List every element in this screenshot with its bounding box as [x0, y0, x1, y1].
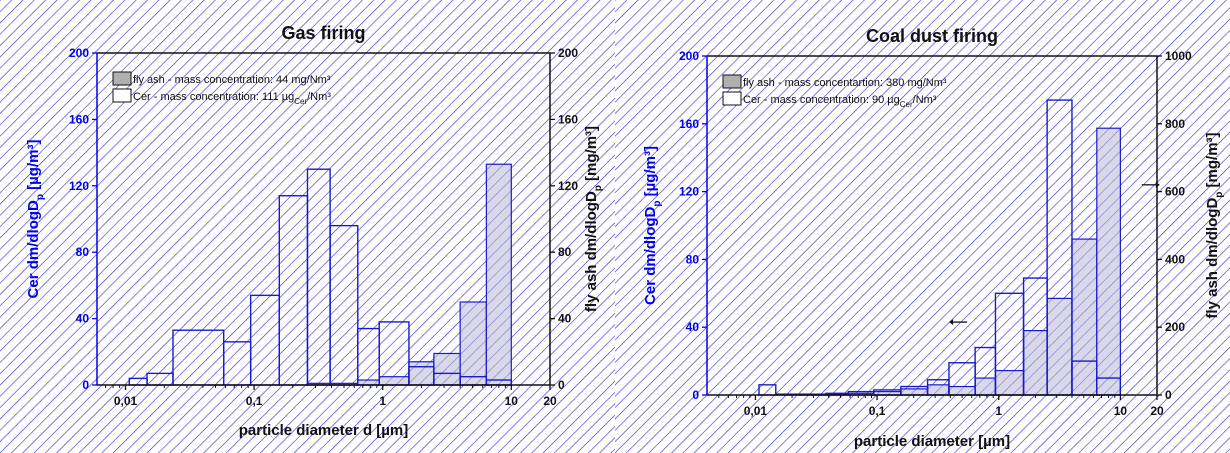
flyash-bar-4	[900, 388, 929, 396]
x-tick-label-1: 0,1	[246, 394, 263, 408]
flyash-bar-10	[1046, 297, 1073, 396]
left-tick-label-4: 160	[679, 117, 699, 131]
x-tick-label-2: 1	[379, 394, 386, 408]
x-tick-label-4: 20	[1150, 404, 1164, 418]
coal-dust-firing-panel: 0 40 80 120 160 200 0 200 400 600 800 1000 0,01 0,1 1 1…	[615, 0, 1230, 453]
legend-swatch-cer	[722, 91, 742, 106]
left-tick-label-2: 80	[686, 252, 700, 266]
left-tick-label-4: 160	[69, 112, 89, 126]
left-tick-label-2: 80	[76, 245, 90, 259]
flyash-bar-7	[485, 163, 512, 386]
flyash-bar-11	[1071, 238, 1098, 396]
hatch-background	[615, 0, 1230, 453]
x-tick-label-4: 20	[543, 394, 557, 408]
flyash-bar-5	[433, 352, 461, 386]
left-tick-label-1: 40	[76, 312, 90, 326]
right-tick-label-0: 0	[1165, 388, 1172, 402]
left-tick-label-0: 0	[82, 378, 89, 392]
right-tick-label-3: 120	[558, 179, 578, 193]
left-tick-label-5: 200	[679, 49, 699, 63]
x-tick-label-3: 10	[1114, 404, 1128, 418]
left-y-axis-label: Cer dm/dlogDp [µg/m³]	[642, 146, 663, 305]
right-tick-label-1: 40	[558, 312, 572, 326]
left-tick-label-1: 40	[686, 320, 700, 334]
x-tick-label-1: 0,1	[869, 404, 886, 418]
right-tick-label-2: 80	[558, 245, 572, 259]
flyash-bar-6	[948, 385, 976, 396]
right-tick-label-5: 200	[558, 46, 578, 60]
flyash-bar-3	[378, 376, 410, 386]
x-tick-label-0: 0,01	[744, 404, 768, 418]
chart-title: Gas firing	[281, 23, 365, 43]
legend-label-1: Cer - mass concentration: 90 µgCer/Nm³	[743, 94, 937, 109]
right-tick-label-2: 400	[1165, 252, 1185, 266]
flyash-bar-12	[1096, 127, 1121, 396]
legend-swatch-cer	[112, 88, 132, 103]
left-tick-label-5: 200	[69, 46, 89, 60]
flyash-bar-6	[459, 301, 487, 386]
legend-swatch-flyash	[112, 71, 132, 86]
x-tick-label-3: 10	[505, 394, 519, 408]
chart-title: Coal dust firing	[866, 26, 998, 46]
legend-swatch-flyash	[722, 74, 742, 89]
x-tick-label-2: 1	[995, 404, 1002, 418]
x-axis-label: particle diameter [µm]	[854, 433, 1010, 450]
left-tick-label-0: 0	[692, 388, 699, 402]
gas-firing-panel: 0 40 80 120 160 200 0 40 80 120 160 200 0,01 0,1 1 10 20…	[0, 0, 615, 453]
flyash-bar-9	[1022, 329, 1048, 396]
x-tick-label-0: 0,01	[114, 394, 138, 408]
right-tick-label-4: 160	[558, 112, 578, 126]
x-axis-label: particle diameter d [µm]	[239, 422, 409, 439]
legend-label-1: Cer - mass concentration: 111 µgCer/Nm³	[133, 91, 331, 106]
coal-dust-firing-chart: 0 40 80 120 160 200 0 200 400 600 800 1000 0,01 0,1 1 1…	[615, 0, 1230, 453]
flyash-bar-4	[408, 361, 435, 386]
flyash-bar-7	[974, 377, 997, 396]
left-y-axis-label: Cer dm/dlogDp [µg/m³]	[25, 140, 46, 299]
left-tick-label-3: 120	[679, 185, 699, 199]
legend-label-0: fly ash - mass concentration: 44 mg/Nm³	[133, 74, 331, 86]
right-tick-label-4: 800	[1165, 117, 1185, 131]
right-tick-label-1: 200	[1165, 320, 1185, 334]
left-tick-label-3: 120	[69, 179, 89, 193]
annotation-arrowhead-1	[1155, 181, 1160, 188]
right-y-axis-label: fly ash dm/dlogDp [mg/m³]	[583, 126, 604, 312]
right-tick-label-0: 0	[558, 378, 565, 392]
annotation-arrowhead-0	[949, 319, 954, 326]
legend-label-0: fly ash - mass concentartion: 380 mg/Nm³	[743, 77, 947, 89]
gas-firing-chart: 0 40 80 120 160 200 0 40 80 120 160 200 0,01 0,1 1 10 20…	[0, 0, 615, 453]
right-tick-label-5: 1000	[1165, 49, 1192, 63]
flyash-bar-8	[994, 369, 1025, 396]
right-y-axis-label: fly ash dm/dlogDp [mg/m³]	[1204, 132, 1225, 318]
right-tick-label-3: 600	[1165, 185, 1185, 199]
flyash-bar-5	[926, 384, 950, 396]
